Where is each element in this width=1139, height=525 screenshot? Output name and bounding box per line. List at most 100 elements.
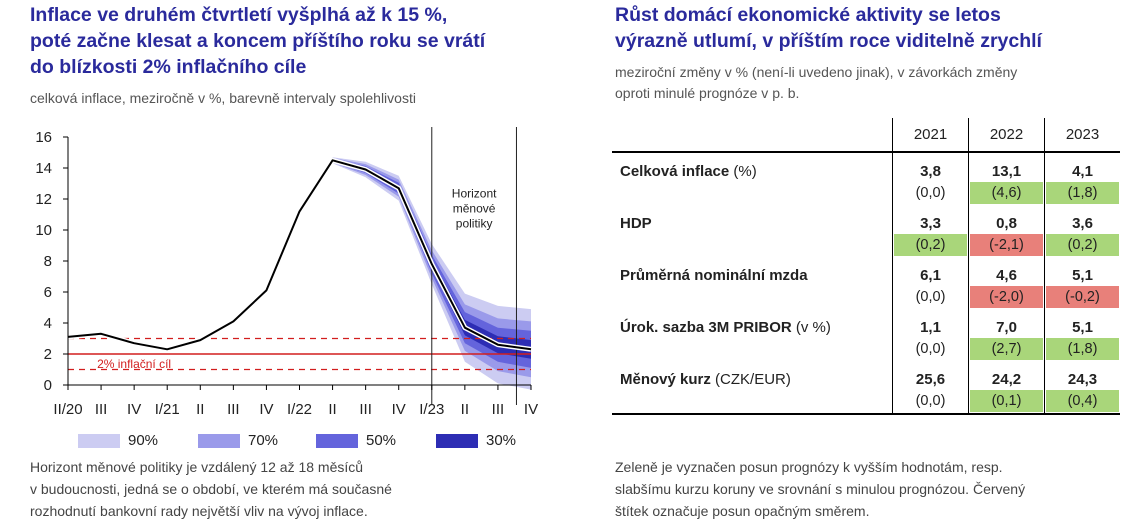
change-cell: (0,0) [892, 336, 969, 361]
y-tick-label: 2 [44, 346, 52, 363]
table-row: HDP 3,3 0,8 3,6 [612, 205, 1120, 232]
change-value: (1,8) [1046, 337, 1119, 360]
change-value: (1,8) [1046, 181, 1119, 204]
change-cell: (0,0) [892, 284, 969, 309]
row-unit: (CZK/EUR) [715, 371, 791, 388]
x-tick-label: III [359, 401, 372, 418]
note-line: rozhodnutí bankovní rady největší vliv n… [30, 503, 368, 519]
forecast-value: 5,1 [1044, 257, 1120, 284]
forecast-value: 0,8 [968, 205, 1045, 232]
table-row: Celková inflace (%) 3,8 13,1 4,1 [612, 152, 1120, 180]
inflation-chart-panel: Inflace ve druhém čtvrtletí vyšplhá až k… [0, 0, 560, 525]
target-label: 2% inflační cíl [97, 357, 171, 371]
change-value: (0,0) [915, 340, 946, 357]
inflation-chart-note: Horizont měnové politiky je vzdálený 12 … [30, 456, 392, 522]
forecast-table-body: Celková inflace (%) 3,8 13,1 4,1 (0,0) (4,6)(… [612, 152, 1120, 415]
forecast-value: 7,0 [968, 309, 1045, 336]
horizon-label: Horizont [452, 186, 497, 200]
row-label: Úrok. sazba 3M PRIBOR (v %) [612, 309, 893, 336]
title-line: výrazně utlumí, v příštím roce viditelně… [615, 30, 1042, 52]
row-label: Měnový kurz (CZK/EUR) [612, 361, 893, 388]
change-value: (-0,2) [1046, 285, 1119, 308]
y-tick-label: 4 [44, 315, 52, 332]
forecast-value: 4,1 [1044, 152, 1120, 180]
y-tick-label: 0 [44, 377, 52, 394]
forecast-value: 3,3 [892, 205, 969, 232]
change-cell: (0,2) [892, 232, 969, 257]
legend-label-50: 50% [366, 432, 397, 449]
x-tick-label: I/23 [419, 401, 444, 418]
x-tick-label: II [328, 401, 336, 418]
forecast-title: Růst domácí ekonomické aktivity se letos… [615, 2, 1042, 54]
row-label: HDP [612, 205, 893, 232]
forecast-subtitle: meziroční změny v % (není-li uvedeno jin… [615, 62, 1017, 104]
forecast-value: 1,1 [892, 309, 969, 336]
x-tick-label: II [461, 401, 469, 418]
empty-cell [612, 336, 893, 361]
change-cell: (4,6) [968, 180, 1045, 205]
change-cell: (0,0) [892, 388, 969, 415]
change-cell: (2,7) [968, 336, 1045, 361]
empty-cell [612, 388, 893, 415]
row-label: Průměrná nominální mzda [612, 257, 893, 284]
y-tick-label: 16 [35, 129, 52, 146]
header-empty [612, 118, 893, 153]
title-line: do blízkosti 2% inflačního cíle [30, 56, 307, 78]
legend-label-30: 30% [486, 432, 517, 449]
change-value: (4,6) [970, 181, 1043, 204]
table-header-row: 2021 2022 2023 [612, 118, 1120, 153]
year-header: 2023 [1044, 118, 1120, 153]
y-tick-label: 8 [44, 253, 52, 270]
forecast-value: 25,6 [892, 361, 969, 388]
row-unit: (v %) [795, 319, 831, 336]
row-label-text: Měnový kurz [620, 371, 711, 388]
legend-swatch-90 [78, 434, 120, 448]
forecast-value: 3,6 [1044, 205, 1120, 232]
legend-label-70: 70% [248, 432, 279, 449]
x-tick-label: IV [524, 401, 538, 418]
empty-cell [612, 180, 893, 205]
table-row: Měnový kurz (CZK/EUR) 25,6 24,2 24,3 [612, 361, 1120, 388]
change-cell: (0,4) [1044, 388, 1120, 415]
forecast-value: 6,1 [892, 257, 969, 284]
forecast-panel: Růst domácí ekonomické aktivity se letos… [600, 0, 1139, 525]
inflation-chart-subtitle: celková inflace, meziročně v %, barevně … [30, 90, 416, 106]
chart-legend: 90% 70% 50% 30% [78, 432, 558, 452]
x-tick-label: IV [259, 401, 273, 418]
change-cell: (-0,2) [1044, 284, 1120, 309]
table-row: Úrok. sazba 3M PRIBOR (v %) 1,1 7,0 5,1 [612, 309, 1120, 336]
inflation-chart-title: Inflace ve druhém čtvrtletí vyšplhá až k… [30, 2, 485, 80]
change-value: (0,0) [915, 392, 946, 409]
x-tick-label: IV [127, 401, 141, 418]
x-tick-label: II [196, 401, 204, 418]
title-line: Inflace ve druhém čtvrtletí vyšplhá až k… [30, 4, 448, 26]
row-label-text: Celková inflace [620, 163, 730, 180]
change-cell: (0,0) [892, 180, 969, 205]
change-cell: (0,2) [1044, 232, 1120, 257]
table-row-change: (0,0) (-2,0) (-0,2) [612, 284, 1120, 309]
row-label-text: Průměrná nominální mzda [620, 267, 808, 284]
x-tick-label: III [492, 401, 505, 418]
row-label-text: HDP [620, 215, 652, 232]
forecast-note: Zeleně je vyznačen posun prognózy k vyšš… [615, 456, 1025, 522]
title-line: Růst domácí ekonomické aktivity se letos [615, 4, 1001, 26]
year-header: 2021 [892, 118, 969, 153]
table-row: Průměrná nominální mzda 6,1 4,6 5,1 [612, 257, 1120, 284]
legend-swatch-70 [198, 434, 240, 448]
note-line: v budoucnosti, jedná se o období, ve kte… [30, 481, 392, 497]
x-tick-label: III [95, 401, 108, 418]
table-row-change: (0,0) (0,1) (0,4) [612, 388, 1120, 415]
table-row-change: (0,0) (4,6) (1,8) [612, 180, 1120, 205]
legend-swatch-50 [316, 434, 358, 448]
year-header: 2022 [968, 118, 1045, 153]
y-tick-label: 6 [44, 284, 52, 301]
forecast-value: 24,2 [968, 361, 1045, 388]
legend-swatch-30 [436, 434, 478, 448]
forecast-value: 13,1 [968, 152, 1045, 180]
x-tick-label: I/21 [155, 401, 180, 418]
change-value: (0,4) [1046, 389, 1119, 412]
x-tick-label: I/22 [287, 401, 312, 418]
subtitle-line: meziroční změny v % (není-li uvedeno jin… [615, 64, 1018, 80]
note-line: Horizont měnové politiky je vzdálený 12 … [30, 459, 364, 475]
